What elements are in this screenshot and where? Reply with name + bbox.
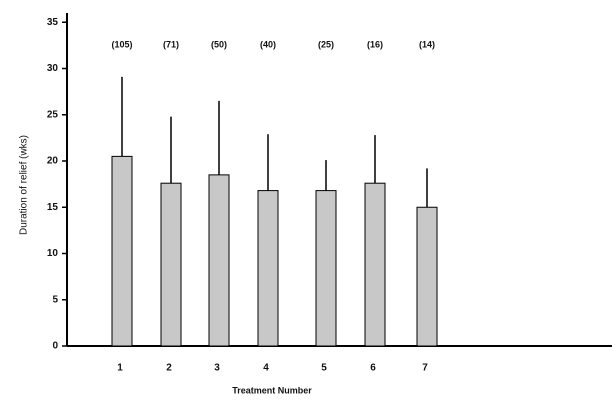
y-tick-label: 15: [47, 202, 59, 213]
bar: [257, 190, 279, 347]
annotation: (14): [419, 39, 435, 49]
x-tick-label: 3: [214, 363, 220, 374]
bar: [111, 155, 133, 347]
annotation: (50): [211, 39, 227, 49]
y-tick-label: 20: [47, 156, 59, 167]
annotation: (16): [367, 39, 383, 49]
y-tick-label: 25: [47, 109, 59, 120]
x-tick-label: 7: [422, 363, 428, 374]
x-tick-label: 1: [117, 363, 123, 374]
annotation: (25): [318, 39, 334, 49]
annotation: (40): [260, 39, 276, 49]
x-tick-label: 2: [166, 363, 172, 374]
x-axis-title: Treatment Number: [232, 385, 312, 395]
bar: [364, 182, 386, 347]
annotation: (105): [111, 39, 132, 49]
x-tick-label: 5: [321, 363, 327, 374]
bar: [160, 182, 182, 347]
bar: [416, 206, 438, 347]
bar: [315, 190, 337, 347]
bar: [208, 174, 230, 347]
x-tick-label: 6: [370, 363, 376, 374]
y-tick-label: 30: [47, 63, 59, 74]
y-tick-label: 35: [47, 17, 59, 28]
y-tick-label: 5: [52, 294, 58, 305]
y-tick-label: 10: [47, 248, 59, 259]
annotation: (71): [163, 39, 179, 49]
y-tick-label: 0: [52, 341, 58, 352]
x-tick-label: 4: [263, 363, 269, 374]
y-axis-title: Duration of relief (wks): [19, 135, 30, 235]
